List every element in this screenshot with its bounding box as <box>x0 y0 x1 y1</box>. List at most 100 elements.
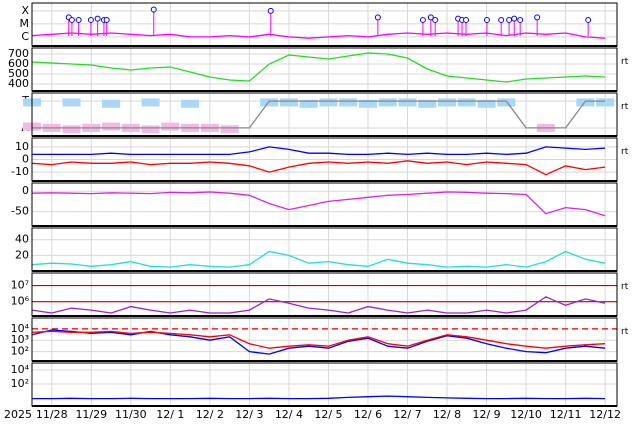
series-line <box>32 395 606 400</box>
panel-note: rt <box>621 102 629 112</box>
x-tick-label: 11/28 <box>36 408 68 421</box>
series-line <box>32 146 606 156</box>
series-line <box>31 52 606 83</box>
dot-band <box>102 99 121 108</box>
panel-frame <box>31 227 618 272</box>
x-tick-label: 12/ 9 <box>472 408 500 421</box>
event-marker <box>585 16 592 23</box>
dot-band <box>62 98 81 107</box>
y-tick-label: 10⁴ <box>11 322 30 335</box>
panel-note: rt <box>621 57 629 67</box>
x-tick-label: 12/10 <box>510 408 542 421</box>
dot-band <box>378 98 397 107</box>
y-tick-label: 600 <box>8 57 29 70</box>
y-tick-label: 40 <box>15 233 29 246</box>
dot-band <box>141 98 160 107</box>
dot-band <box>576 98 595 107</box>
event-marker <box>267 7 274 14</box>
series-line <box>31 32 606 39</box>
event-marker <box>68 16 75 23</box>
event-marker <box>419 16 426 23</box>
event-marker <box>75 16 82 23</box>
y-tick-label: 10⁷ <box>11 279 29 292</box>
dot-band <box>102 122 121 131</box>
y-tick-label: 10 <box>15 140 29 153</box>
y-tick-label: C <box>21 30 29 43</box>
event-marker <box>511 15 518 22</box>
y-tick-label: 500 <box>8 67 29 80</box>
event-marker <box>94 15 101 22</box>
x-tick-label: 11/30 <box>115 408 147 421</box>
dot-band <box>418 99 437 108</box>
y-tick-label: 700 <box>8 47 29 60</box>
y-tick-label: -10 <box>11 165 29 178</box>
dot-band <box>319 98 338 107</box>
dot-band <box>161 122 180 131</box>
y-tick-label: 400 <box>8 77 29 90</box>
x-tick-label: 12/ 2 <box>196 408 224 421</box>
event-marker <box>87 16 94 23</box>
dot-band <box>220 125 239 134</box>
series-line <box>31 296 606 314</box>
dot-band <box>260 98 279 107</box>
event-marker <box>498 16 505 23</box>
dot-band <box>279 98 298 107</box>
x-tick-label: 12/ 1 <box>156 408 184 421</box>
event-marker <box>506 16 513 23</box>
x-tick-label: 12/ 6 <box>354 408 382 421</box>
series-line <box>31 329 606 355</box>
x-tick-label: 11/29 <box>75 408 107 421</box>
year-label: 2025 <box>4 408 32 421</box>
y-tick-label: -50 <box>11 205 29 218</box>
y-tick-label: 0 <box>22 153 29 166</box>
x-tick-label: 12/ 7 <box>393 408 421 421</box>
y-tick-label: 0 <box>22 184 29 197</box>
event-marker <box>427 14 434 21</box>
event-marker <box>150 6 157 13</box>
dot-band <box>398 98 417 107</box>
y-tick-label: 10³ <box>11 333 29 346</box>
dot-band <box>596 98 615 107</box>
event-marker <box>103 16 110 23</box>
panel-frame <box>31 317 618 362</box>
y-tick-label: 10² <box>11 345 29 358</box>
dot-band <box>358 99 377 108</box>
dot-band <box>299 99 318 108</box>
event-marker <box>483 16 490 23</box>
event-marker <box>534 14 541 21</box>
y-tick-label: 10² <box>11 377 29 390</box>
panel-frame <box>31 2 618 47</box>
series-line <box>32 100 606 129</box>
y-tick-label: X <box>21 4 29 17</box>
dot-band <box>477 99 496 108</box>
event-marker <box>432 16 439 23</box>
y-tick-label: M <box>20 17 30 30</box>
panel-frame <box>31 182 618 227</box>
x-tick-label: 12/12 <box>589 408 621 421</box>
dot-band <box>339 98 358 107</box>
panel-note: rt <box>621 282 629 292</box>
x-tick-label: 12/11 <box>550 408 582 421</box>
y-tick-label: 10⁶ <box>11 295 30 308</box>
series-line <box>31 330 606 349</box>
dot-band <box>457 98 476 107</box>
y-tick-label: 20 <box>15 248 29 261</box>
series-line <box>31 160 606 176</box>
x-tick-label: 12/ 4 <box>275 408 303 421</box>
dot-band <box>438 98 457 107</box>
panel-frame <box>31 362 618 407</box>
x-tick-label: 12/ 8 <box>433 408 461 421</box>
event-marker <box>517 16 524 23</box>
x-tick-label: 12/ 3 <box>235 408 263 421</box>
y-tick-label: 10⁴ <box>11 363 30 376</box>
dot-band <box>62 125 81 134</box>
panel-note: rt <box>621 327 629 337</box>
event-marker <box>463 16 470 23</box>
series-line <box>31 250 606 268</box>
dot-band <box>141 125 160 134</box>
dot-band <box>181 99 200 108</box>
event-marker <box>374 14 381 21</box>
x-tick-label: 12/ 5 <box>314 408 342 421</box>
panel-note: rt <box>621 147 629 157</box>
